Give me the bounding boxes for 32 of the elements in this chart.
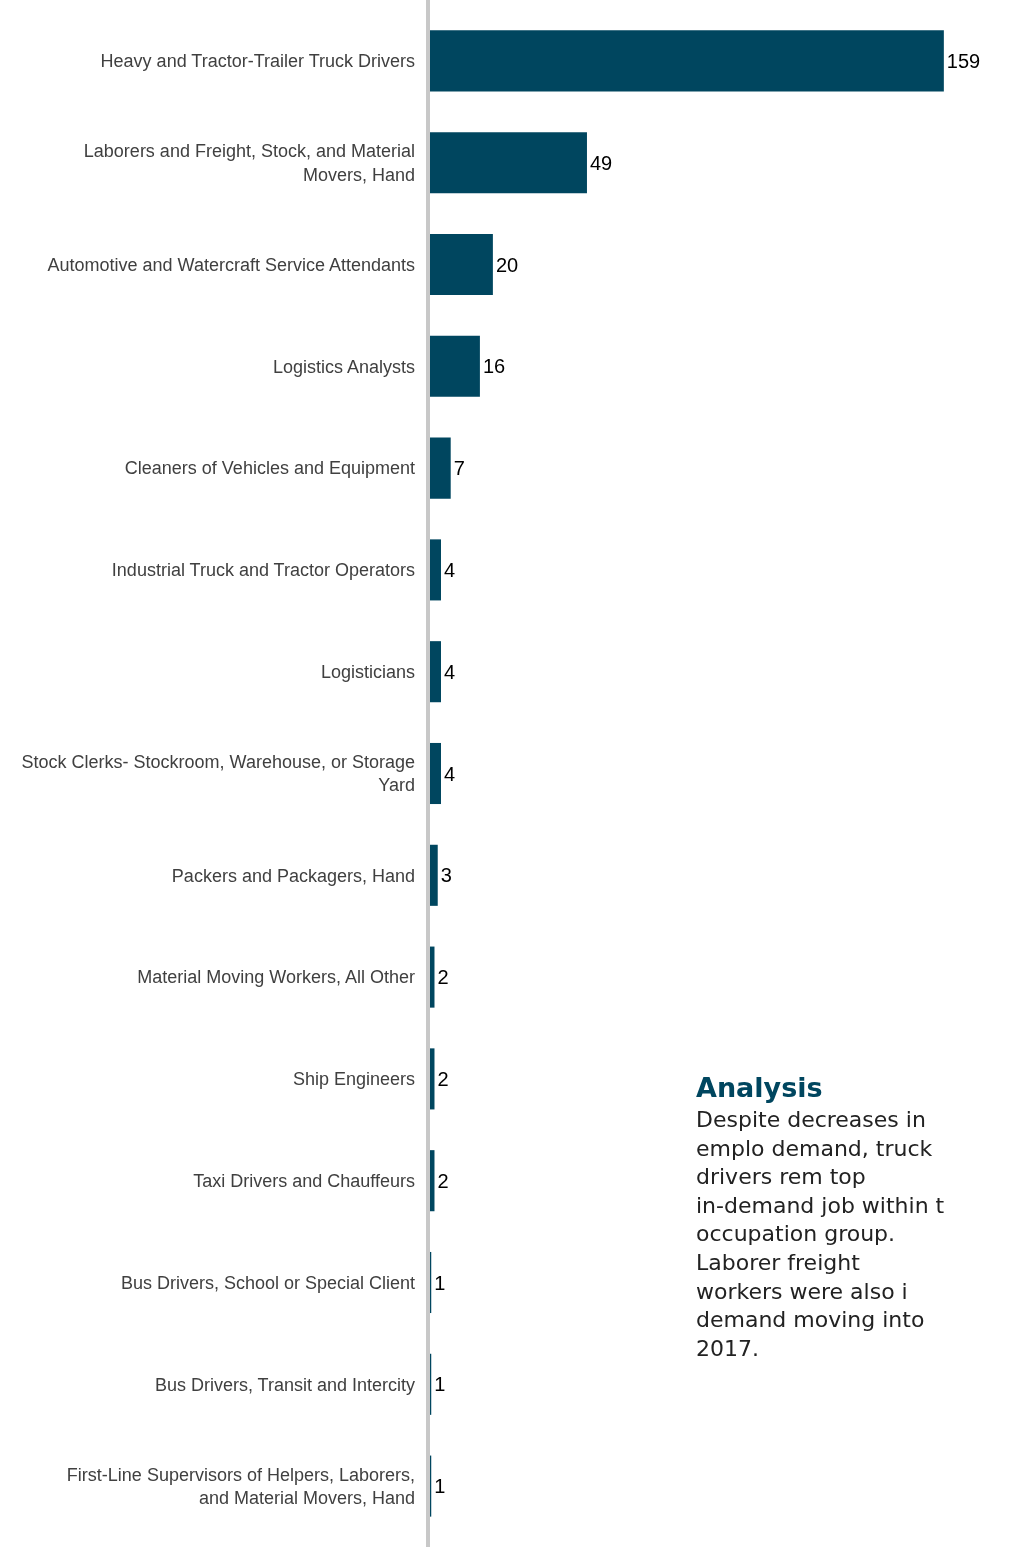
- data-label: 159: [946, 49, 981, 72]
- y-tick-label: Industrial Truck and Tractor Operators: [111, 560, 415, 581]
- y-tick-label: Bus Drivers, School or Special Client: [120, 1272, 415, 1293]
- data-label: 2: [437, 966, 449, 989]
- data-label: 4: [443, 558, 456, 581]
- data-label: 49: [589, 151, 613, 174]
- y-tick-label: Ship Engineers: [292, 1069, 415, 1090]
- y-tick-label: Logistics Analysts: [272, 356, 415, 377]
- data-label: 3: [440, 864, 452, 887]
- annotation: Analysis: [696, 1072, 823, 1103]
- y-tick-label: Laborers and Freight, Stock, and Material Movers, Hand: [83, 141, 415, 185]
- data-label: 7: [453, 457, 465, 480]
- y-tick-label: Bus Drivers, Transit and Intercity: [154, 1374, 415, 1395]
- text: Despite decreases in emplo demand, truck drivers rem top in-demand job within t occupation group. Laborer freight workers were also i demand moving into 2017.: [696, 1107, 945, 1361]
- y-tick-label: Taxi Drivers and Chauffeurs: [193, 1171, 415, 1191]
- data-label: 1: [434, 1271, 446, 1294]
- y-tick-label: Cleaners of Vehicles and Equipment: [124, 458, 415, 479]
- data-label: 4: [443, 660, 456, 683]
- data-label: 1: [434, 1475, 446, 1498]
- y-tick-label: Stock Clerks- Stockroom, Warehouse, or Storage Yard: [21, 752, 415, 796]
- data-label: 4: [443, 762, 456, 785]
- data-label: 1: [434, 1373, 446, 1396]
- y-tick-label: Logisticians: [320, 662, 415, 682]
- data-label: 16: [482, 355, 506, 378]
- data-label: 20: [495, 253, 519, 276]
- y-tick-label: Material Moving Workers, All Other: [137, 967, 415, 988]
- data-label: 2: [437, 1169, 449, 1192]
- data-label: 2: [437, 1067, 449, 1090]
- y-tick-label: Packers and Packagers, Hand: [171, 865, 415, 886]
- y-tick-label: First-Line Supervisors of Helpers, Laborers, and Material Movers, Hand: [66, 1464, 415, 1509]
- y-tick-label: Heavy and Tractor-Trailer Truck Drivers: [100, 51, 415, 72]
- y-tick-label: Automotive and Watercraft Service Attendants: [47, 254, 415, 275]
